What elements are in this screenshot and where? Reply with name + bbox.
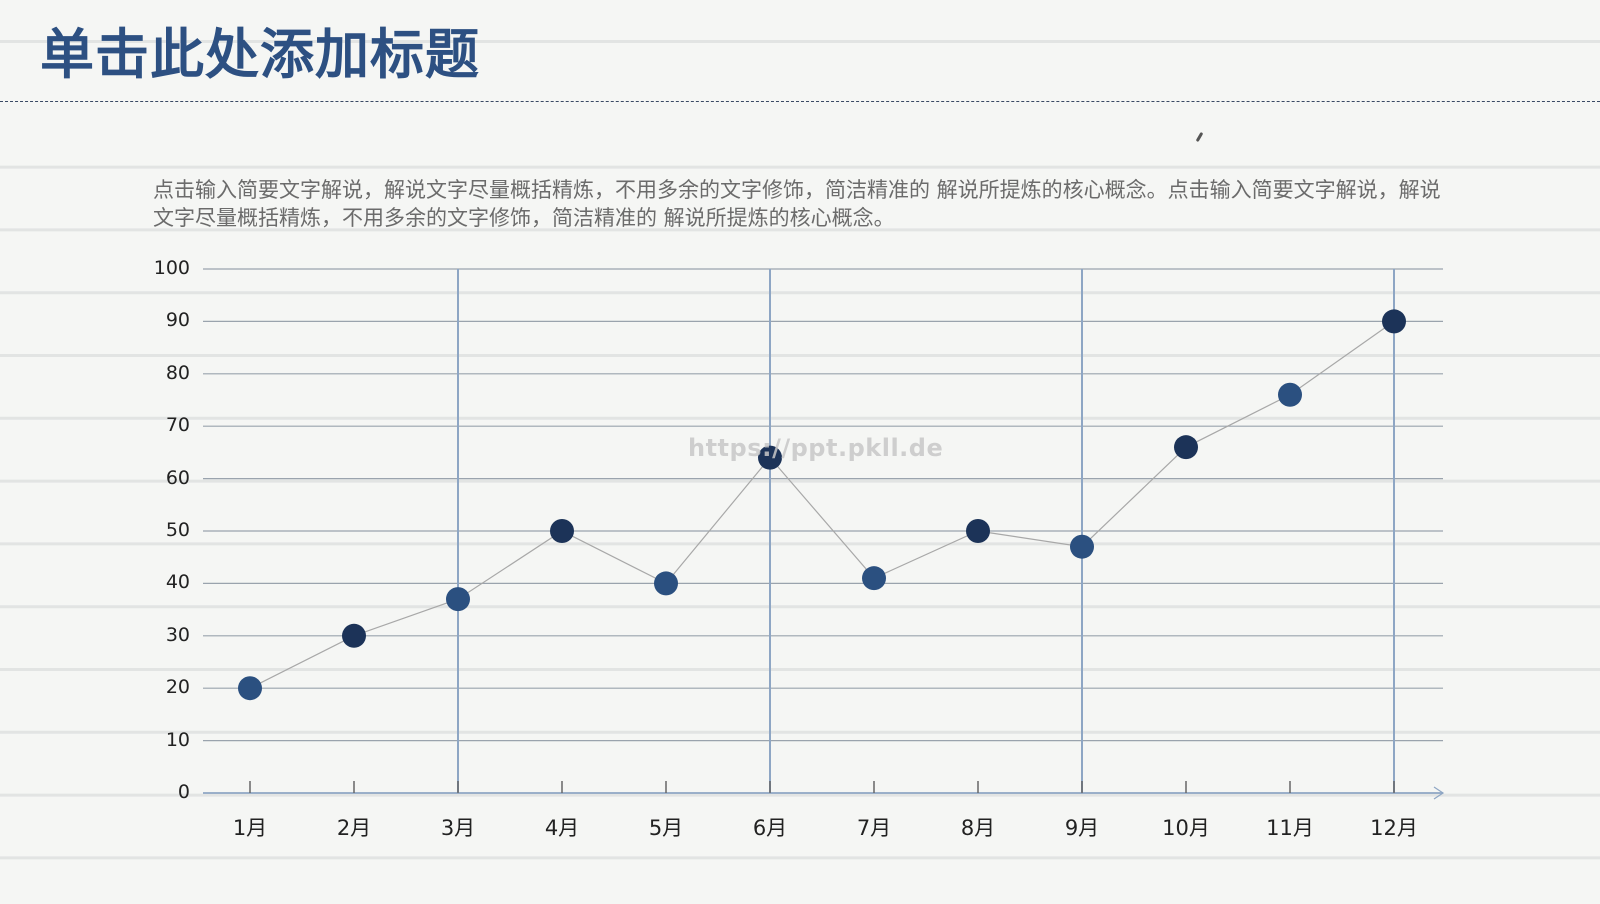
data-point-marker[interactable] bbox=[1382, 309, 1406, 334]
y-tick-label: 90 bbox=[165, 309, 190, 332]
data-point-marker[interactable] bbox=[654, 571, 678, 596]
data-point-marker[interactable] bbox=[238, 676, 262, 701]
x-tick-label: 12月 bbox=[1370, 816, 1418, 840]
y-tick-label: 80 bbox=[165, 361, 190, 384]
y-tick-label: 0 bbox=[177, 781, 190, 803]
y-tick-label: 70 bbox=[165, 414, 190, 437]
data-point-marker[interactable] bbox=[966, 519, 990, 543]
x-tick-label: 3月 bbox=[440, 816, 476, 840]
x-tick-label: 7月 bbox=[856, 816, 892, 840]
data-point-marker[interactable] bbox=[1278, 382, 1302, 407]
data-line bbox=[249, 320, 1395, 689]
x-axis-arrow-icon bbox=[1433, 786, 1445, 800]
y-tick-label: 60 bbox=[165, 466, 190, 489]
watermark-text: https://ppt.pkll.de bbox=[688, 434, 944, 462]
x-tick-label: 11月 bbox=[1266, 816, 1314, 840]
x-tick-label: 4月 bbox=[544, 816, 580, 840]
y-tick-label: 50 bbox=[165, 519, 190, 541]
data-point-marker[interactable] bbox=[446, 587, 470, 612]
title-dashed-divider bbox=[0, 101, 1600, 102]
y-tick-label: 100 bbox=[153, 257, 190, 279]
x-tick-label: 1月 bbox=[232, 816, 268, 840]
data-point-marker[interactable] bbox=[342, 623, 366, 648]
data-point-marker[interactable] bbox=[550, 519, 574, 543]
x-tick-label: 10月 bbox=[1162, 816, 1210, 840]
x-tick-label: 9月 bbox=[1064, 816, 1100, 840]
data-point-marker[interactable] bbox=[862, 566, 886, 591]
y-tick-label: 40 bbox=[165, 571, 190, 594]
x-tick-label: 2月 bbox=[336, 816, 372, 840]
y-tick-label: 30 bbox=[165, 623, 190, 646]
data-point-marker[interactable] bbox=[758, 445, 782, 470]
y-tick-label: 20 bbox=[165, 676, 190, 699]
x-tick-label: 5月 bbox=[648, 816, 684, 840]
x-tick-label: 8月 bbox=[960, 816, 996, 840]
x-tick-label: 6月 bbox=[752, 816, 788, 840]
slide-description[interactable]: 点击输入简要文字解说，解说文字尽量概括精炼，不用多余的文字修饰，简洁精准的 解说… bbox=[153, 178, 1441, 230]
slide-title[interactable]: 单击此处添加标题 bbox=[40, 23, 480, 86]
data-point-marker[interactable] bbox=[1070, 534, 1094, 559]
data-point-marker[interactable] bbox=[1174, 435, 1198, 460]
y-tick-label: 10 bbox=[165, 728, 190, 751]
